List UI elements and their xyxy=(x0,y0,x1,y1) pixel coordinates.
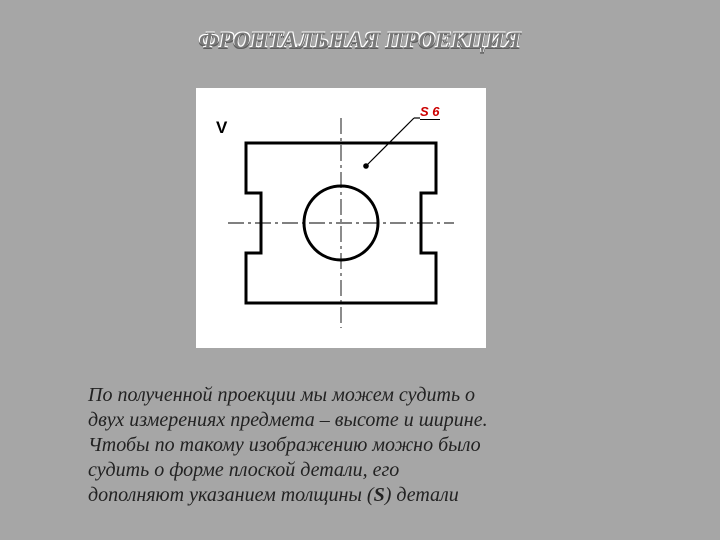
desc-line5c: ) детали xyxy=(385,484,459,506)
desc-line2: двух измерениях предмета – высоте и шири… xyxy=(88,409,488,431)
v-label: V xyxy=(216,118,227,138)
figure-wrap: V S 6 xyxy=(196,88,486,348)
description-text: По полученной проекции мы можем судить о… xyxy=(88,383,644,508)
s-label: S 6 xyxy=(420,104,440,120)
desc-line1: По полученной проекции мы можем судить о xyxy=(88,384,475,406)
desc-line5b: S xyxy=(374,484,385,506)
slide: ФРОНТАЛЬНАЯ ПРОЕКЦИЯ V S 6 По полученной… xyxy=(0,0,720,540)
desc-line4: судить о форме плоской детали, его xyxy=(88,459,399,481)
page-title: ФРОНТАЛЬНАЯ ПРОЕКЦИЯ xyxy=(0,28,720,54)
projection-diagram xyxy=(196,88,486,348)
desc-line3: Чтобы по такому изображению можно было xyxy=(88,434,481,456)
desc-line5a: дополняют указанием толщины ( xyxy=(88,484,374,506)
figure-box: V S 6 xyxy=(196,88,486,348)
